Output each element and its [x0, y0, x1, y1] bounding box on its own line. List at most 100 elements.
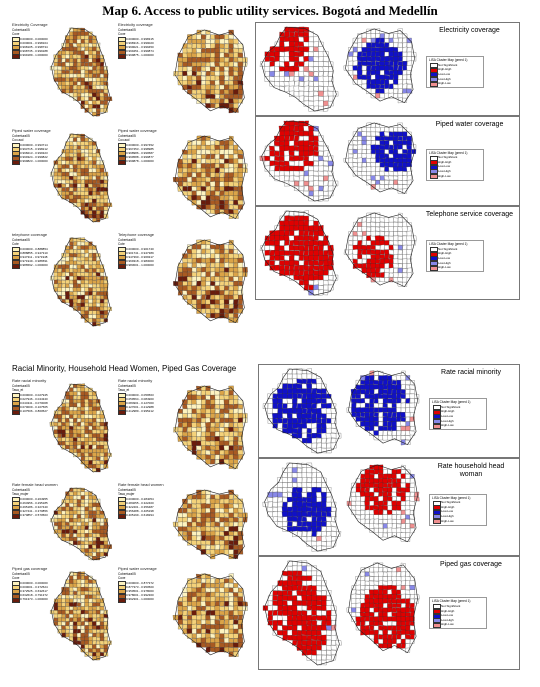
- district-polygon: [391, 384, 397, 390]
- district-polygon: [68, 283, 74, 288]
- district-polygon: [191, 605, 197, 611]
- district-polygon: [379, 222, 385, 227]
- district-polygon: [397, 88, 403, 94]
- district-polygon: [272, 423, 278, 429]
- district-polygon: [272, 600, 278, 606]
- district-polygon: [366, 258, 372, 264]
- district-polygon: [228, 628, 234, 634]
- district-polygon: [326, 600, 332, 606]
- district-polygon: [325, 605, 332, 612]
- district-polygon: [96, 525, 101, 531]
- district-polygon: [92, 183, 97, 188]
- district-polygon: [99, 272, 105, 277]
- district-polygon: [321, 526, 327, 532]
- district-polygon: [288, 235, 295, 241]
- district-polygon: [69, 31, 74, 36]
- district-polygon: [228, 200, 234, 205]
- district-polygon: [61, 172, 66, 177]
- district-polygon: [92, 318, 97, 323]
- map-label: Rate racial minority: [12, 378, 47, 383]
- district-polygon: [321, 497, 327, 503]
- district-polygon: [191, 436, 197, 442]
- legend-swatch: [118, 513, 126, 519]
- district-polygon: [57, 525, 62, 530]
- district-polygon: [366, 74, 372, 80]
- district-polygon: [73, 448, 78, 454]
- district-polygon: [272, 595, 278, 601]
- district-polygon: [296, 491, 303, 498]
- district-polygon: [311, 511, 318, 517]
- district-polygon: [396, 589, 402, 595]
- district-polygon: [84, 314, 89, 319]
- district-polygon: [201, 139, 206, 146]
- district-polygon: [281, 609, 288, 617]
- district-polygon: [95, 172, 101, 177]
- district-polygon: [406, 56, 412, 62]
- district-polygon: [195, 427, 202, 433]
- district-polygon: [65, 287, 70, 292]
- district-polygon: [196, 249, 202, 254]
- district-polygon: [293, 56, 300, 62]
- district-polygon: [218, 75, 225, 82]
- district-polygon: [370, 180, 376, 185]
- district-polygon: [232, 633, 239, 639]
- district-polygon: [84, 137, 89, 142]
- legend-field-label: Cobertura05: [118, 488, 136, 492]
- district-polygon: [396, 478, 402, 484]
- district-polygon: [281, 511, 289, 518]
- district-polygon: [277, 521, 283, 527]
- district-polygon: [205, 637, 211, 644]
- district-polygon: [69, 495, 74, 500]
- district-polygon: [316, 501, 323, 508]
- district-polygon: [405, 425, 411, 432]
- district-polygon: [201, 399, 206, 405]
- district-polygon: [200, 517, 207, 523]
- district-polygon: [370, 153, 376, 159]
- lisa-panel: Electricity coverage LISA Cluster Map (pm…: [255, 22, 520, 116]
- lisa-legend-label: Not Significant: [441, 404, 461, 409]
- district-polygon: [223, 244, 230, 250]
- map-label: Piped water coverage: [118, 566, 157, 571]
- district-polygon: [316, 654, 322, 661]
- district-polygon: [233, 94, 239, 99]
- district-polygon: [201, 390, 206, 396]
- district-polygon: [296, 511, 303, 517]
- district-polygon: [397, 245, 403, 250]
- district-polygon: [88, 652, 93, 657]
- district-polygon: [303, 150, 310, 157]
- district-polygon: [214, 535, 220, 541]
- district-polygon: [187, 426, 193, 433]
- district-polygon: [313, 36, 319, 43]
- district-polygon: [233, 498, 239, 505]
- district-polygon: [223, 408, 230, 414]
- district-polygon: [303, 140, 310, 147]
- district-polygon: [84, 145, 89, 150]
- district-polygon: [80, 164, 85, 169]
- legend-class-label: 0.000001 - 0.998104: [20, 40, 48, 45]
- district-polygon: [361, 254, 367, 260]
- district-polygon: [182, 181, 188, 187]
- district-polygon: [292, 521, 298, 527]
- district-polygon: [301, 368, 308, 375]
- district-polygon: [219, 209, 225, 215]
- district-polygon: [392, 272, 399, 278]
- district-polygon: [364, 580, 370, 586]
- district-polygon: [228, 549, 234, 555]
- district-polygon: [355, 389, 361, 395]
- city-outline: [51, 571, 111, 661]
- district-polygon: [219, 43, 225, 49]
- district-polygon: [88, 276, 93, 281]
- district-polygon: [91, 629, 97, 634]
- district-polygon: [373, 478, 379, 484]
- district-polygon: [228, 313, 235, 319]
- district-polygon: [88, 583, 93, 588]
- district-polygon: [369, 598, 375, 604]
- legend-class-label: 0.978001 - 0.992300: [126, 593, 154, 598]
- district-polygon: [366, 38, 372, 43]
- district-polygon: [72, 92, 78, 98]
- district-polygon: [375, 258, 381, 264]
- legend-class-label: 0.992301 - 1.000000: [126, 597, 154, 602]
- district-polygon: [80, 445, 86, 450]
- district-polygon: [321, 477, 327, 483]
- district-polygon: [95, 425, 101, 431]
